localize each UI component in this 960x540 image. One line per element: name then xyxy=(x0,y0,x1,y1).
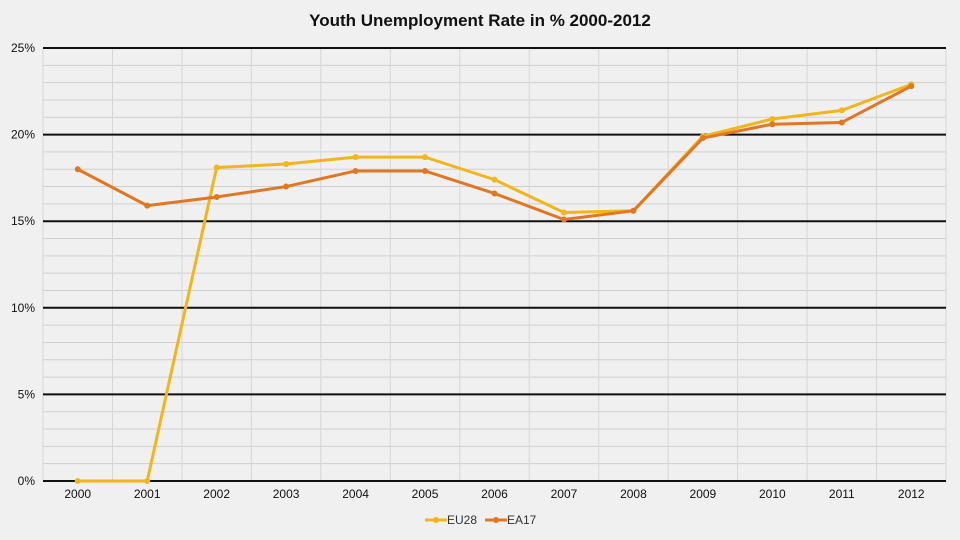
chart-title: Youth Unemployment Rate in % 2000-2012 xyxy=(309,11,651,30)
legend-label-ea17: EA17 xyxy=(507,513,537,527)
x-tick-label: 2007 xyxy=(551,487,578,501)
data-point-ea17 xyxy=(838,119,845,126)
data-point-eu28 xyxy=(769,116,776,123)
x-tick-label: 2004 xyxy=(342,487,369,501)
legend-marker-ea17 xyxy=(493,517,499,523)
legend-label-eu28: EU28 xyxy=(447,513,477,527)
legend: EU28 EA17 xyxy=(425,513,537,527)
x-tick-label: 2006 xyxy=(481,487,508,501)
x-tick-label: 2001 xyxy=(134,487,161,501)
x-tick-label: 2003 xyxy=(273,487,300,501)
data-point-eu28 xyxy=(422,154,429,161)
data-point-ea17 xyxy=(352,167,359,174)
x-tick-label: 2009 xyxy=(690,487,717,501)
data-point-ea17 xyxy=(491,190,498,197)
data-point-ea17 xyxy=(213,193,220,200)
data-point-eu28 xyxy=(74,478,81,484)
data-point-ea17 xyxy=(560,216,567,223)
x-tick-label: 2010 xyxy=(759,487,786,501)
major-gridlines xyxy=(43,47,946,482)
data-point-eu28 xyxy=(213,164,220,171)
x-tick-label: 2002 xyxy=(203,487,230,501)
x-tick-label: 2012 xyxy=(898,487,925,501)
data-point-ea17 xyxy=(422,167,429,174)
y-tick-label: 15% xyxy=(11,214,35,228)
data-point-ea17 xyxy=(908,83,915,90)
y-tick-label: 5% xyxy=(18,387,36,401)
data-point-ea17 xyxy=(144,202,151,209)
data-point-eu28 xyxy=(491,176,498,183)
y-tick-label: 0% xyxy=(18,474,36,488)
data-point-eu28 xyxy=(838,107,845,114)
data-point-ea17 xyxy=(699,135,706,142)
data-point-ea17 xyxy=(769,121,776,128)
x-tick-label: 2008 xyxy=(620,487,647,501)
data-point-eu28 xyxy=(144,478,151,484)
y-axis-ticks: 0% 5% 10% 15% 20% 25% xyxy=(11,41,35,488)
y-tick-label: 25% xyxy=(11,41,35,55)
data-point-eu28 xyxy=(560,209,567,216)
legend-marker-eu28 xyxy=(433,517,439,523)
data-point-eu28 xyxy=(283,161,290,168)
minor-gridlines xyxy=(42,48,947,481)
data-point-ea17 xyxy=(74,166,81,173)
data-point-ea17 xyxy=(630,207,637,214)
y-tick-label: 20% xyxy=(11,128,35,142)
data-point-ea17 xyxy=(283,183,290,190)
y-tick-label: 10% xyxy=(11,301,35,315)
data-point-eu28 xyxy=(352,154,359,161)
x-tick-label: 2000 xyxy=(64,487,91,501)
x-tick-label: 2005 xyxy=(412,487,439,501)
x-tick-label: 2011 xyxy=(829,487,855,501)
series-line-ea17 xyxy=(77,84,912,221)
x-axis-ticks: 2000 2001 2002 2003 2004 2005 2006 2007 2008 2009… xyxy=(64,487,925,501)
series-line-eu28 xyxy=(77,82,912,483)
series-lines xyxy=(74,81,915,484)
